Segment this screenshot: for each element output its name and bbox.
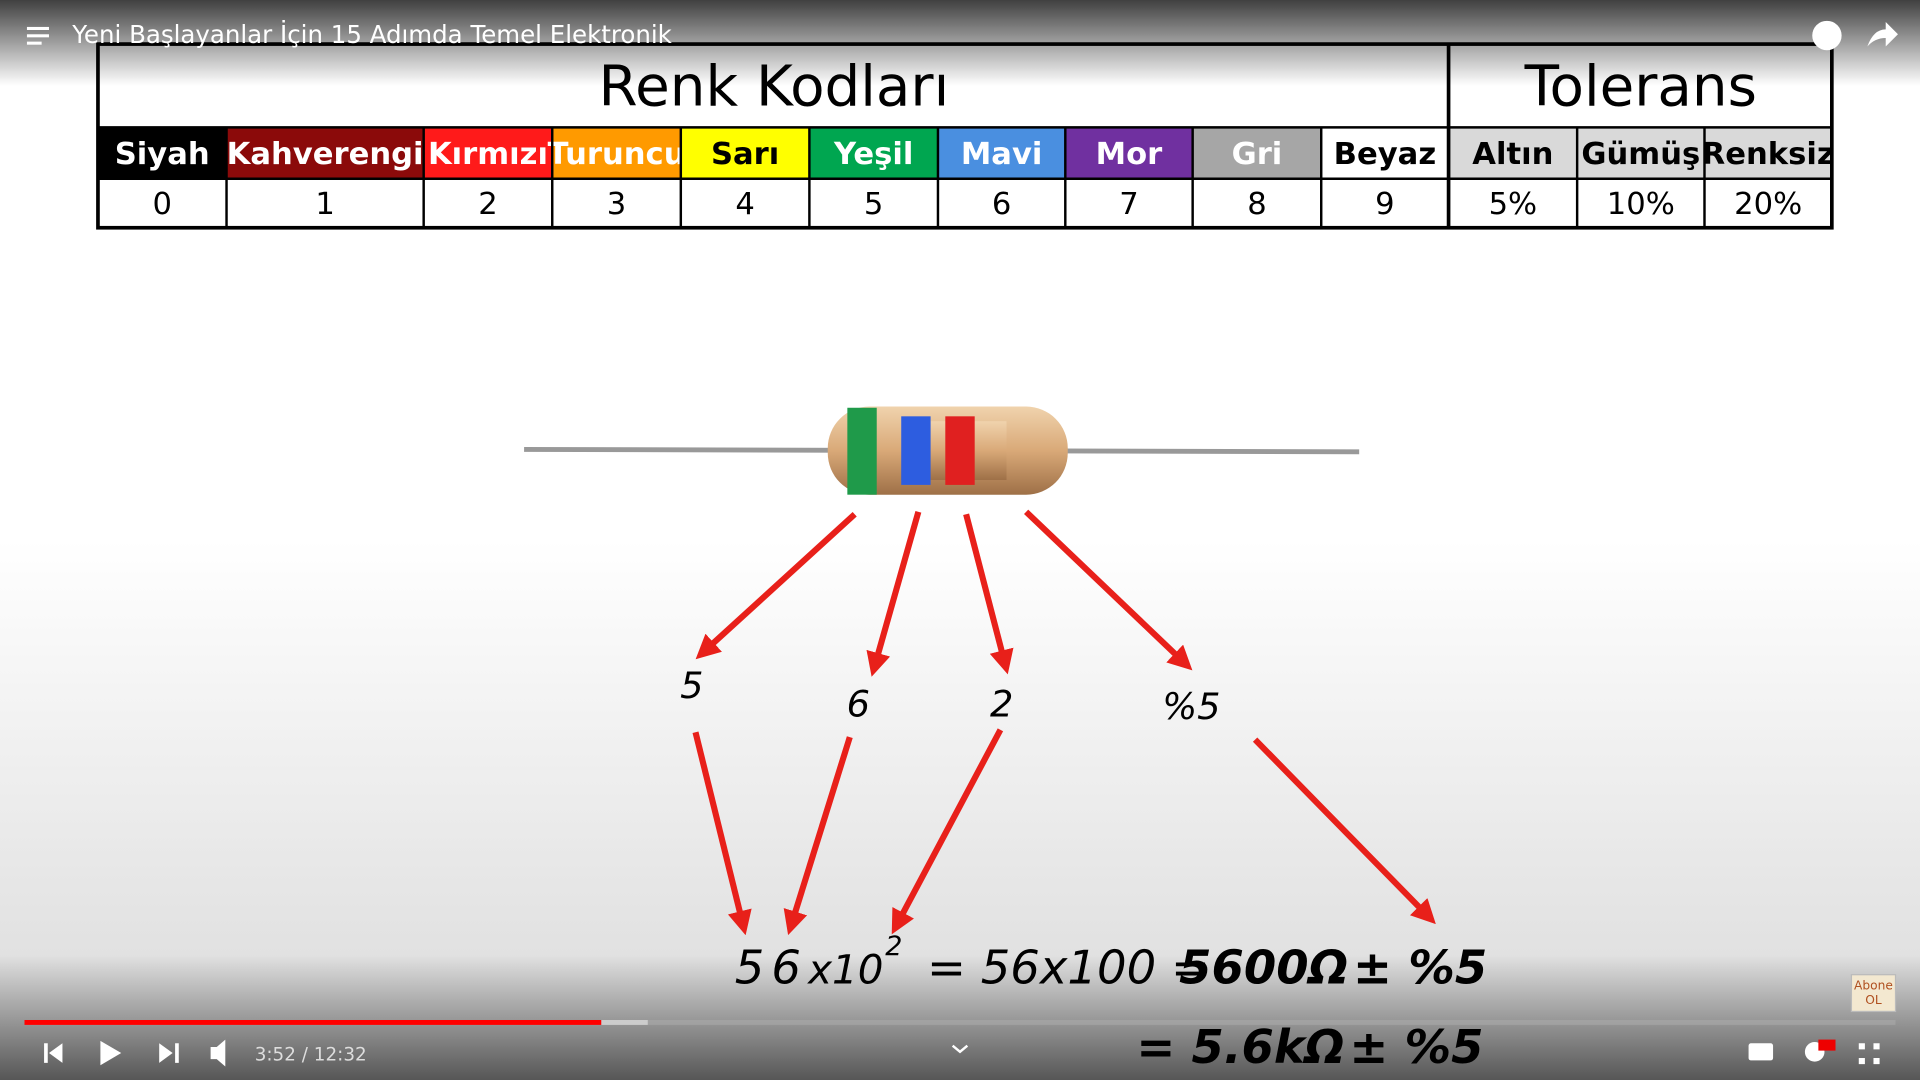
hd-badge [1818,1039,1836,1051]
color-name: Mavi [961,137,1043,172]
arrow [692,731,752,936]
color-name: Siyah [115,137,210,172]
time-display: 3:52 / 12:32 [255,1044,367,1065]
color-name: Yeşil [833,137,913,172]
header-cell [226,127,424,179]
color-value: 20% [1734,187,1802,222]
color-name: Kırmızı [428,137,548,172]
progress-track[interactable] [24,1020,1896,1025]
color-value: 9 [1375,187,1394,222]
band-label: 5 [680,664,703,707]
color-name: Mor [1096,137,1163,172]
color-name: Altın [1472,137,1553,172]
cc-button[interactable] [1748,1043,1774,1061]
subscribe-text: OL [1865,993,1882,1007]
volume-button[interactable] [210,1039,226,1067]
bottom-overlay [0,955,1920,1080]
header-cell [680,127,810,179]
color-value: 3 [607,187,626,222]
arrow [783,736,853,936]
header-cell [1192,127,1322,179]
color-name: Gümüş [1581,137,1700,172]
progress-played [24,1020,602,1025]
color-value: 2 [478,187,497,222]
arrows [692,509,1436,936]
play-button[interactable] [100,1040,122,1066]
share[interactable] [1867,22,1898,47]
color-value: 8 [1247,187,1266,222]
subscribe-badge[interactable] [1850,974,1897,1013]
formula-result: = 5.6kΩ [1136,1020,1344,1074]
color-name: Turuncu [548,137,686,172]
video-title[interactable]: Yeni Başlayanlar İçin 15 Adımda Temel El… [71,20,672,49]
band-blue [901,416,931,485]
top-overlay [0,0,1920,86]
arrow [1252,737,1436,925]
arrow [866,511,922,677]
header-cell [1321,127,1449,179]
arrow [1024,509,1193,671]
progress-buffer [601,1020,648,1025]
header-cell [937,127,1066,179]
color-name: Gri [1232,137,1283,172]
color-name: Beyaz [1334,137,1437,172]
header-cell [1065,127,1193,179]
header-cell [97,127,227,179]
chevron[interactable] [951,1044,969,1054]
color-name: Renksiz [1702,137,1835,172]
band-label: %5 [1162,685,1220,728]
formula-tolerance: ± %5 [1349,1020,1483,1074]
arrow [963,513,1014,675]
arrow [891,728,1004,935]
color-value: 0 [153,187,172,222]
header-cell [552,127,681,179]
band-red [945,416,975,485]
color-value: 6 [992,187,1011,222]
arrow [695,512,857,660]
color-value: 4 [735,187,754,222]
color-value: 10% [1607,187,1675,222]
header-cell [1577,127,1705,179]
prev-button[interactable] [44,1043,63,1063]
header-cell [423,127,553,179]
formula-exp: 2 [885,931,902,962]
color-value: 1 [315,187,334,222]
band-label: 2 [990,682,1013,725]
color-name: Kahverengi [227,137,424,172]
color-value: 5% [1489,187,1538,222]
resistor [524,406,1360,495]
menu-icon[interactable] [26,26,49,45]
color-name: Sarı [711,137,779,172]
color-value: 5 [864,187,883,222]
band-label: 6 [847,682,870,725]
fullscreen-button[interactable] [1858,1043,1880,1065]
subscribe-text: Abone [1854,978,1893,992]
header-cell [809,127,938,179]
header-cell [1704,127,1832,179]
next-button[interactable] [159,1043,179,1063]
watch-later[interactable] [1812,20,1842,51]
header-cell [1448,127,1578,179]
band-green [847,407,877,495]
color-value: 7 [1119,187,1138,222]
